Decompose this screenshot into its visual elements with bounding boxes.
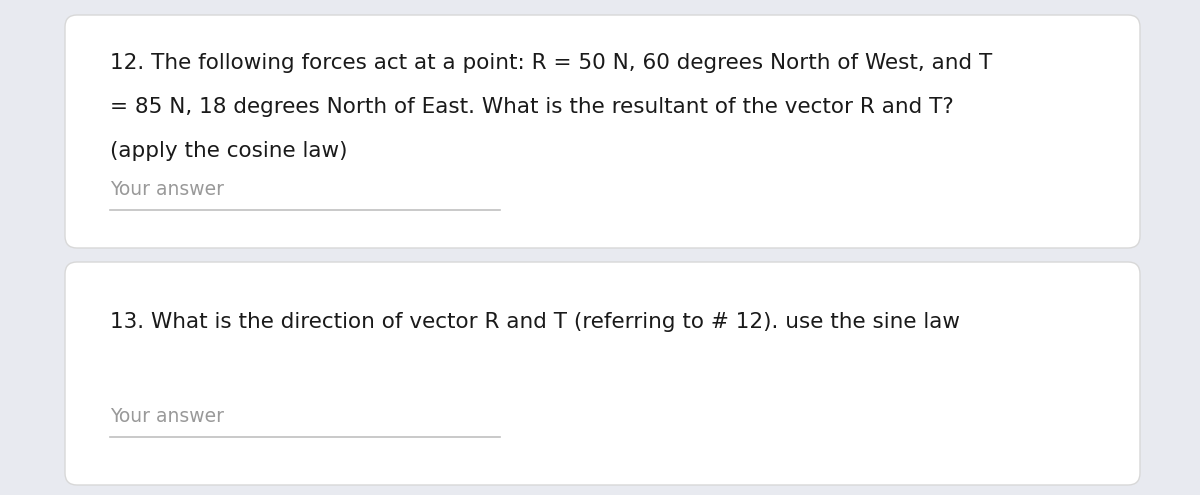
Text: 13. What is the direction of vector R and T (referring to # 12). use the sine la: 13. What is the direction of vector R an…: [110, 312, 960, 332]
Text: Your answer: Your answer: [110, 180, 224, 199]
FancyBboxPatch shape: [65, 262, 1140, 485]
Text: Your answer: Your answer: [110, 407, 224, 426]
FancyBboxPatch shape: [65, 15, 1140, 248]
Text: 12. The following forces act at a point: R = 50 N, 60 degrees North of West, and: 12. The following forces act at a point:…: [110, 53, 992, 73]
Text: = 85 N, 18 degrees North of East. What is the resultant of the vector R and T?: = 85 N, 18 degrees North of East. What i…: [110, 97, 954, 117]
Text: (apply the cosine law): (apply the cosine law): [110, 141, 348, 161]
